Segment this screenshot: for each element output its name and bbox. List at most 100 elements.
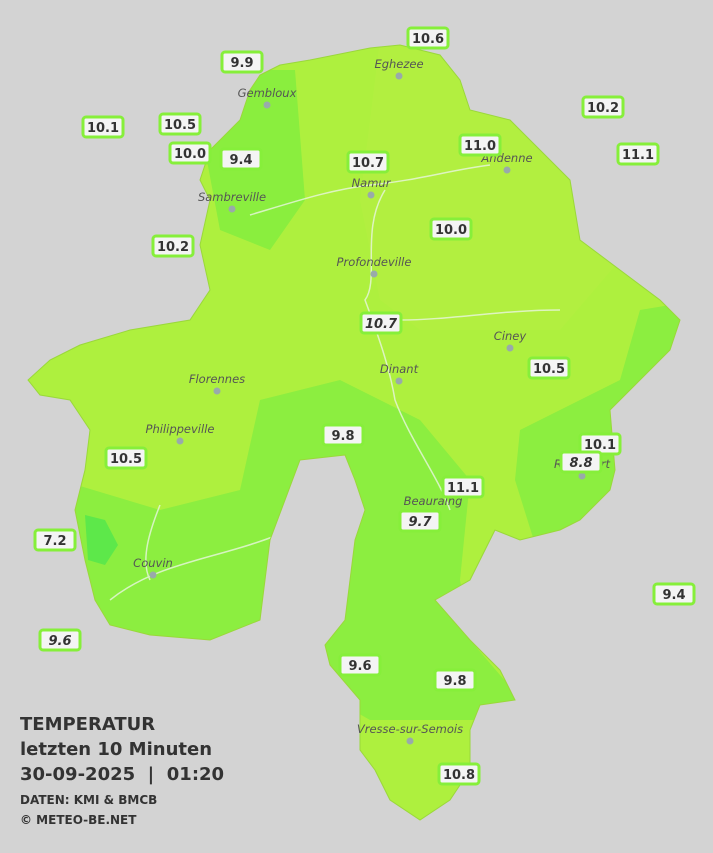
- station-box: [158, 112, 202, 136]
- station-box: [104, 446, 148, 470]
- station: 10.5: [158, 112, 202, 136]
- station-box: [433, 668, 477, 692]
- station-box: [652, 582, 696, 606]
- city-dot: [395, 377, 403, 385]
- station: 9.8: [433, 668, 477, 692]
- station-value: 9.8: [443, 674, 466, 689]
- city-label: Florennes: [189, 372, 245, 386]
- station-value: 10.1: [87, 121, 119, 136]
- station: 10.7: [346, 150, 390, 174]
- station-value: 9.4: [662, 588, 685, 603]
- station-value: 11.0: [464, 139, 496, 154]
- station: 9.9: [220, 50, 264, 74]
- station: 10.0: [168, 141, 212, 165]
- station: 10.1: [81, 115, 125, 139]
- station-box: [38, 628, 82, 652]
- station: 9.6: [338, 653, 382, 677]
- station-value: 10.2: [157, 240, 189, 255]
- city-label: Profondeville: [337, 255, 412, 269]
- station: 10.2: [151, 234, 195, 258]
- station-box: [151, 234, 195, 258]
- station-value: 11.1: [447, 481, 479, 496]
- city-dot: [263, 101, 271, 109]
- city-dot: [395, 72, 403, 80]
- station-value: 9.9: [230, 56, 253, 71]
- city-dot: [213, 387, 221, 395]
- title: TEMPERATUR: [20, 714, 155, 735]
- station: 9.8: [321, 423, 365, 447]
- station: 11.1: [441, 475, 485, 499]
- station-box: [581, 95, 625, 119]
- station: 7.2: [33, 528, 77, 552]
- station-box: [559, 450, 603, 474]
- copyright: © METEO-BE.NET: [20, 813, 137, 827]
- station-box: [338, 653, 382, 677]
- city-label: Gembloux: [238, 86, 297, 100]
- city-label: Ciney: [494, 329, 527, 343]
- station-box: [219, 147, 263, 171]
- station-box: [398, 509, 442, 533]
- station: 10.8: [437, 762, 481, 786]
- station: 10.1: [578, 432, 622, 456]
- station-box: [321, 423, 365, 447]
- station-value: 9.4: [229, 153, 252, 168]
- station-value: 10.5: [110, 452, 142, 467]
- station-value: 10.5: [164, 118, 196, 133]
- station-value: 10.2: [587, 101, 619, 116]
- station-box: [346, 150, 390, 174]
- station-value: 7.2: [43, 534, 66, 549]
- zone-warm: [360, 45, 620, 330]
- city-dot: [503, 166, 511, 174]
- station-value: 10.0: [174, 147, 206, 162]
- station: 9.7: [398, 509, 442, 533]
- city-dot: [228, 205, 236, 213]
- city-label: Sambreville: [198, 190, 266, 204]
- station-value: 10.7: [352, 156, 384, 171]
- station: 9.4: [219, 147, 263, 171]
- subtitle: letzten 10 Minuten: [20, 739, 212, 760]
- station-box: [441, 475, 485, 499]
- station: 10.0: [429, 217, 473, 241]
- station-box: [437, 762, 481, 786]
- source: DATEN: KMI & BMCB: [20, 793, 157, 807]
- station-value: 10.7: [365, 317, 398, 332]
- station-value: 9.7: [408, 515, 432, 530]
- city-dot: [578, 472, 586, 480]
- city-label: Dinant: [380, 362, 419, 376]
- station-box: [429, 217, 473, 241]
- city-label: Namur: [352, 176, 392, 190]
- station: 10.6: [406, 26, 450, 50]
- city-label: Couvin: [133, 556, 173, 570]
- station-value: 9.6: [348, 659, 371, 674]
- station-box: [527, 356, 571, 380]
- river: [109, 164, 561, 601]
- stations: 10.6 9.9 10.2 10.1 10.5 10.0 9.4 11.0 11.1 10.7 10…: [33, 26, 696, 786]
- city-dot: [149, 571, 157, 579]
- station: 10.2: [581, 95, 625, 119]
- station: 11.0: [458, 133, 502, 157]
- city-dot: [406, 737, 414, 745]
- station-value: 8.8: [569, 456, 592, 471]
- station: 10.5: [104, 446, 148, 470]
- station-box: [81, 115, 125, 139]
- station-box: [458, 133, 502, 157]
- city-dot: [176, 437, 184, 445]
- timestamp: 30-09-2025 | 01:20: [20, 764, 224, 785]
- city-dot: [506, 344, 514, 352]
- city-label: Vresse-sur-Semois: [357, 722, 463, 736]
- station-value: 9.8: [331, 429, 354, 444]
- city-label: Eghezee: [374, 57, 423, 71]
- station: 9.4: [652, 582, 696, 606]
- station-value: 9.6: [48, 634, 71, 649]
- station: 10.5: [527, 356, 571, 380]
- city-dot: [367, 191, 375, 199]
- station-box: [168, 141, 212, 165]
- station-box: [33, 528, 77, 552]
- station-value: 10.5: [533, 362, 565, 377]
- station-value: 11.1: [622, 148, 654, 163]
- station-value: 10.8: [443, 768, 475, 783]
- station-value: 10.0: [435, 223, 467, 238]
- station-box: [616, 142, 660, 166]
